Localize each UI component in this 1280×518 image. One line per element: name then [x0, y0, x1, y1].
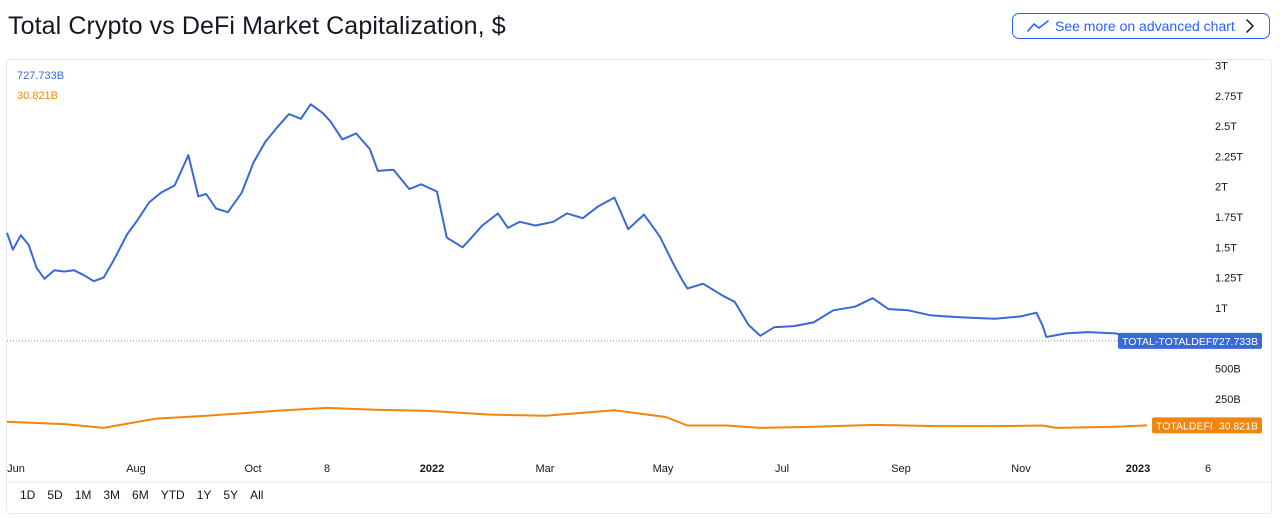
y-tick-label: 250B — [1215, 394, 1241, 406]
range-button-all[interactable]: All — [250, 488, 264, 502]
advanced-chart-button[interactable]: See more on advanced chart — [1012, 13, 1270, 39]
y-tick-label: 1.25T — [1215, 273, 1243, 285]
x-tick-label: Sep — [891, 463, 911, 475]
range-button-1m[interactable]: 1M — [74, 488, 92, 502]
legend-value-totaldefi: 30.821B — [17, 90, 58, 102]
x-tick-label: 6 — [1205, 463, 1211, 475]
page-title: Total Crypto vs DeFi Market Capitalizati… — [8, 12, 506, 40]
price-tag-value: 727.733B — [1213, 336, 1258, 348]
legend-value-total-totaldefi: 727.733B — [17, 70, 64, 82]
y-tick-label: 2.75T — [1215, 91, 1243, 103]
time-range-bar: 1D 5D 1M 3M 6M YTD 1Y 5Y All — [14, 488, 269, 502]
price-tag-value: 30.821B — [1219, 420, 1258, 432]
range-button-5d[interactable]: 5D — [47, 488, 63, 502]
price-tag-name: TOTALDEFI — [1156, 420, 1213, 432]
price-tag-total-totaldefi — [1118, 332, 1262, 349]
range-button-ytd[interactable]: YTD — [160, 488, 185, 502]
y-tick-label: 1T — [1215, 303, 1228, 315]
x-tick-label: 8 — [324, 463, 330, 475]
y-tick-label: 1.5T — [1215, 242, 1237, 254]
y-tick-label: 3T — [1215, 61, 1228, 73]
y-tick-label: 2T — [1215, 182, 1228, 194]
x-tick-label: May — [653, 463, 674, 475]
chart-panel — [6, 59, 1272, 514]
x-tick-label: Mar — [536, 463, 555, 475]
range-button-5y[interactable]: 5Y — [223, 488, 239, 502]
x-tick-label: Jun — [7, 463, 25, 475]
range-button-1y[interactable]: 1Y — [196, 488, 212, 502]
x-tick-label: Oct — [244, 463, 261, 475]
line-chart-icon — [1027, 20, 1049, 32]
y-tick-label: 2.5T — [1215, 121, 1237, 133]
chevron-right-icon — [1246, 19, 1254, 33]
range-button-3m[interactable]: 3M — [103, 488, 121, 502]
x-tick-label: 2023 — [1126, 463, 1150, 475]
y-tick-label: 2.25T — [1215, 151, 1243, 163]
y-tick-label: 500B — [1215, 364, 1241, 376]
range-button-1d[interactable]: 1D — [20, 488, 36, 502]
price-tag-name: TOTAL-TOTALDEFI — [1122, 336, 1215, 348]
y-tick-label: 1.75T — [1215, 212, 1243, 224]
advanced-chart-label: See more on advanced chart — [1055, 18, 1235, 34]
x-tick-label: 2022 — [420, 463, 444, 475]
x-tick-label: Nov — [1011, 463, 1031, 475]
x-tick-label: Aug — [126, 463, 146, 475]
range-button-6m[interactable]: 6M — [132, 488, 149, 502]
series-line-total-totaldefi — [6, 103, 1148, 342]
series-line-totaldefi — [6, 406, 1147, 429]
price-tag-totaldefi — [1152, 417, 1262, 434]
x-tick-label: Jul — [775, 463, 789, 475]
